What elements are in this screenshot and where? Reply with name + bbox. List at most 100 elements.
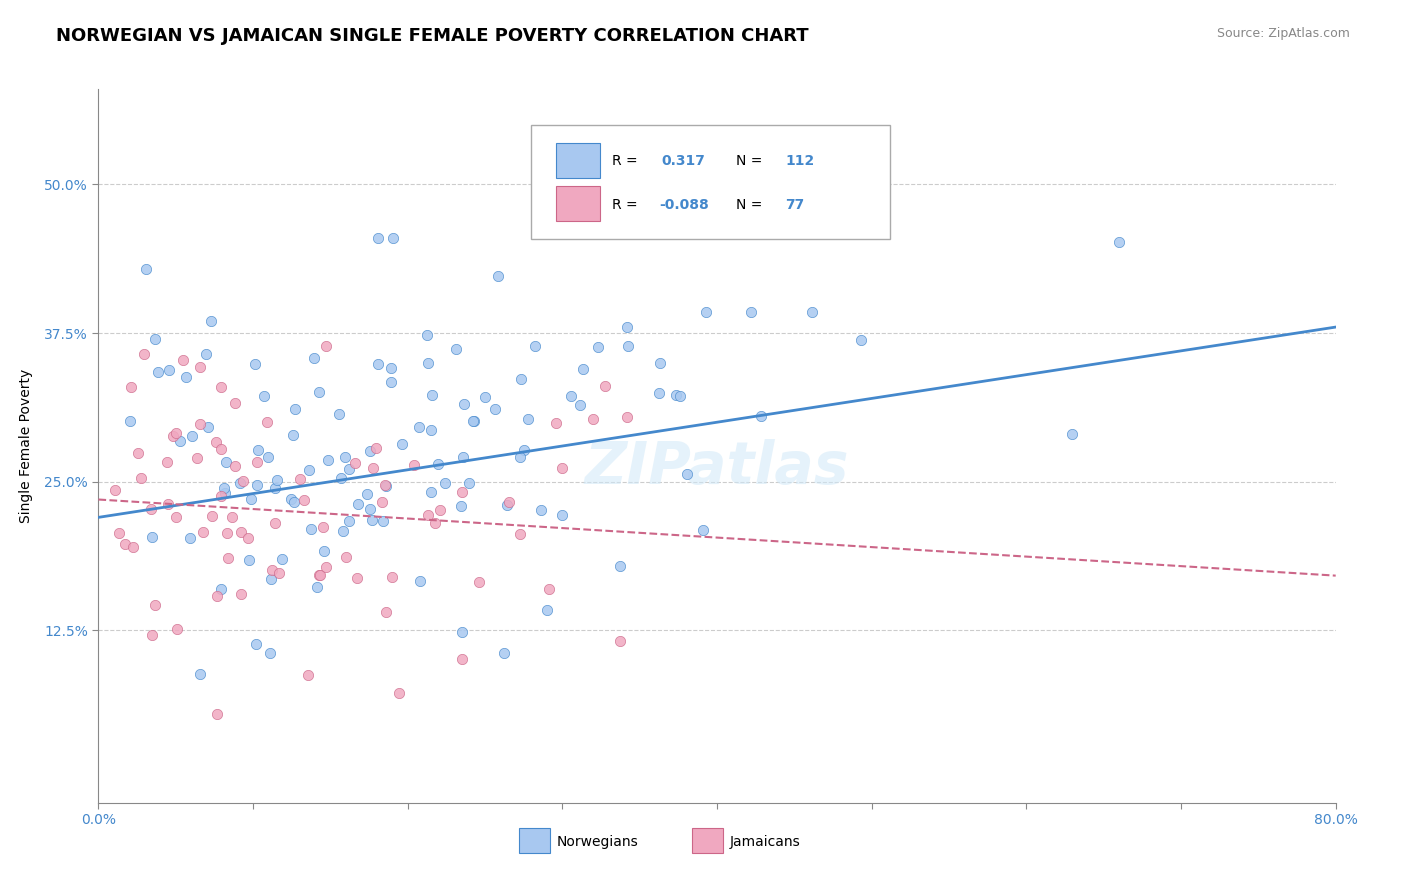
Point	[215, 455, 238, 469]
Point	[127, 446, 149, 460]
Point	[486, 268, 509, 283]
Point	[586, 340, 609, 354]
Point	[298, 463, 321, 477]
Point	[451, 652, 474, 666]
Text: R =: R =	[612, 153, 637, 168]
Text: NORWEGIAN VS JAMAICAN SINGLE FEMALE POVERTY CORRELATION CHART: NORWEGIAN VS JAMAICAN SINGLE FEMALE POVE…	[56, 27, 808, 45]
Point	[451, 485, 474, 500]
Point	[104, 483, 127, 497]
Point	[197, 419, 219, 434]
Point	[238, 553, 260, 567]
Point	[337, 462, 360, 476]
Text: 112: 112	[785, 153, 814, 168]
Point	[256, 415, 278, 429]
Point	[315, 339, 337, 353]
Bar	[692, 828, 723, 853]
Point	[141, 501, 163, 516]
Point	[616, 410, 638, 425]
Point	[429, 502, 451, 516]
Point	[256, 450, 278, 464]
Point	[374, 479, 396, 493]
Point	[335, 550, 357, 565]
Point	[568, 398, 591, 412]
Point	[229, 476, 252, 491]
Point	[343, 456, 366, 470]
Point	[451, 450, 474, 464]
Point	[461, 414, 484, 428]
Point	[422, 388, 444, 402]
Point	[240, 491, 263, 506]
Point	[416, 356, 439, 370]
Point	[450, 624, 472, 639]
Point	[224, 458, 246, 473]
Point	[280, 491, 302, 506]
Point	[419, 485, 441, 500]
Point	[408, 419, 430, 434]
Point	[214, 486, 236, 500]
Point	[346, 497, 368, 511]
Point	[143, 598, 166, 612]
Point	[260, 572, 283, 586]
Point	[316, 452, 339, 467]
Point	[162, 429, 184, 443]
Point	[648, 356, 671, 370]
Point	[217, 526, 239, 541]
Point	[308, 384, 330, 399]
Point	[359, 444, 381, 458]
Point	[363, 461, 385, 475]
Point	[156, 454, 179, 468]
Point	[536, 603, 558, 617]
Point	[498, 494, 520, 508]
Point	[346, 572, 368, 586]
Point	[450, 500, 472, 514]
Point	[259, 646, 281, 660]
Point	[284, 401, 307, 416]
Point	[420, 423, 443, 437]
Point	[221, 510, 243, 524]
Point	[209, 489, 232, 503]
Point	[537, 582, 560, 597]
Point	[512, 443, 534, 458]
Point	[181, 429, 204, 443]
Point	[190, 666, 212, 681]
Text: N =: N =	[735, 153, 762, 168]
Point	[609, 634, 631, 648]
Point	[263, 481, 285, 495]
Point	[305, 580, 328, 594]
Point	[496, 498, 519, 512]
Point	[333, 450, 356, 465]
Point	[266, 473, 288, 487]
Point	[141, 628, 163, 642]
Point	[253, 389, 276, 403]
Point	[132, 347, 155, 361]
Point	[423, 516, 446, 531]
Point	[434, 476, 457, 491]
Point	[263, 516, 285, 531]
Point	[217, 550, 239, 565]
Point	[409, 574, 432, 588]
Bar	[557, 143, 599, 178]
Point	[453, 397, 475, 411]
Point	[236, 531, 259, 545]
Point	[186, 450, 208, 465]
Point	[114, 537, 136, 551]
Point	[205, 707, 228, 722]
Text: 0.317: 0.317	[661, 153, 706, 168]
Point	[524, 339, 547, 353]
Point	[530, 503, 553, 517]
Point	[200, 314, 222, 328]
Point	[851, 333, 873, 347]
Point	[205, 435, 228, 450]
Point	[361, 514, 384, 528]
Point	[141, 530, 163, 544]
Point	[309, 568, 332, 582]
Point	[157, 363, 180, 377]
Point	[337, 514, 360, 528]
Point	[616, 320, 638, 334]
Point	[166, 622, 188, 636]
Point	[370, 495, 392, 509]
Point	[356, 487, 378, 501]
Point	[328, 407, 350, 421]
Point	[676, 467, 699, 482]
Point	[143, 332, 166, 346]
